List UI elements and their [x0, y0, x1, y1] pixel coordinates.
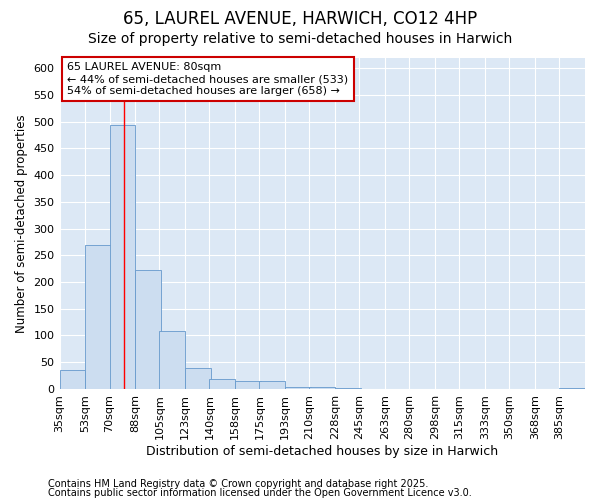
Bar: [59, 370, 85, 389]
Bar: [259, 381, 285, 389]
Y-axis label: Number of semi-detached properties: Number of semi-detached properties: [15, 114, 28, 332]
Bar: [559, 388, 585, 389]
Bar: [110, 126, 135, 389]
Text: Size of property relative to semi-detached houses in Harwich: Size of property relative to semi-detach…: [88, 32, 512, 46]
Text: Contains HM Land Registry data © Crown copyright and database right 2025.: Contains HM Land Registry data © Crown c…: [48, 479, 428, 489]
Bar: [209, 380, 235, 389]
Bar: [185, 368, 211, 389]
X-axis label: Distribution of semi-detached houses by size in Harwich: Distribution of semi-detached houses by …: [146, 444, 499, 458]
Bar: [235, 381, 261, 389]
Bar: [285, 388, 311, 389]
Bar: [335, 388, 361, 389]
Bar: [160, 331, 185, 389]
Text: Contains public sector information licensed under the Open Government Licence v3: Contains public sector information licen…: [48, 488, 472, 498]
Text: 65 LAUREL AVENUE: 80sqm
← 44% of semi-detached houses are smaller (533)
54% of s: 65 LAUREL AVENUE: 80sqm ← 44% of semi-de…: [67, 62, 349, 96]
Text: 65, LAUREL AVENUE, HARWICH, CO12 4HP: 65, LAUREL AVENUE, HARWICH, CO12 4HP: [123, 10, 477, 28]
Bar: [85, 244, 111, 389]
Bar: [135, 270, 161, 389]
Bar: [310, 388, 335, 389]
